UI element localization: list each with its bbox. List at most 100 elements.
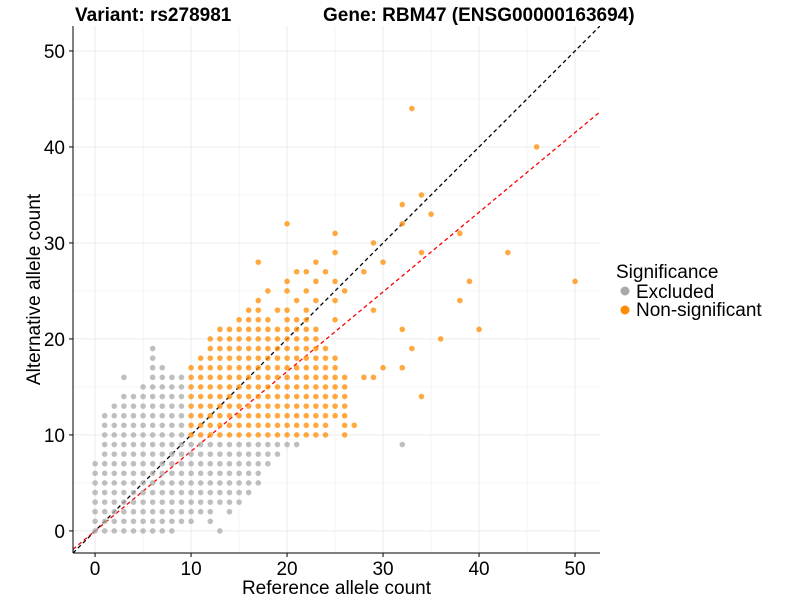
point-excluded [159,412,166,419]
fitted-line [73,111,600,550]
point-excluded [101,528,108,534]
point-excluded [178,441,185,448]
point-non-significant [236,384,242,390]
point-non-significant [332,364,338,371]
point-non-significant [428,211,434,217]
point-non-significant [274,384,281,390]
point-non-significant [255,326,262,333]
point-excluded [149,480,156,486]
point-non-significant [322,422,329,429]
point-non-significant [284,412,290,419]
point-non-significant [293,345,300,352]
point-non-significant [284,288,290,294]
point-non-significant [303,268,310,275]
point-non-significant [217,364,223,371]
point-excluded [121,518,127,525]
point-non-significant [293,336,300,342]
point-excluded [101,508,108,515]
x-tick-label: 30 [372,559,393,580]
point-non-significant [274,432,281,438]
y-tick-label: 20 [44,330,65,351]
point-excluded [92,508,98,515]
point-excluded [149,528,156,534]
point-non-significant [245,355,252,361]
point-excluded [121,403,127,409]
point-non-significant [207,336,214,342]
point-excluded [121,441,127,448]
point-non-significant [265,403,271,409]
point-non-significant [217,432,223,438]
point-non-significant [303,422,310,429]
point-non-significant [207,355,214,361]
point-excluded [159,374,166,381]
point-excluded [188,518,194,525]
point-non-significant [274,307,281,313]
point-non-significant [572,278,578,285]
point-excluded [101,441,108,448]
point-non-significant [274,326,281,333]
point-excluded [140,422,146,429]
point-non-significant [245,345,252,352]
point-non-significant [303,307,310,313]
x-tick-label: 20 [276,559,297,580]
point-excluded [130,412,137,419]
point-non-significant [303,374,310,381]
point-non-significant [341,288,348,294]
point-non-significant [293,316,300,323]
point-non-significant [217,393,223,400]
point-excluded [293,441,300,448]
point-non-significant [255,393,262,400]
point-excluded [188,470,194,477]
point-excluded [121,374,127,381]
point-excluded [169,528,175,534]
point-excluded [130,508,137,515]
point-excluded [236,489,242,496]
point-excluded [121,412,127,419]
point-non-significant [236,374,242,381]
point-non-significant [207,432,214,438]
point-excluded [178,384,185,390]
point-excluded [159,451,166,457]
point-excluded [188,480,194,486]
point-excluded [130,489,137,496]
point-excluded [111,480,118,486]
point-excluded [130,480,137,486]
point-excluded [111,499,118,505]
point-non-significant [284,307,290,313]
point-non-significant [207,422,214,429]
point-non-significant [284,374,290,381]
point-excluded [159,480,166,486]
legend-key-excluded [620,286,630,296]
point-excluded [236,441,242,448]
point-excluded [188,499,194,505]
point-excluded [169,489,175,496]
point-non-significant [284,432,290,438]
point-non-significant [197,432,204,438]
point-excluded [111,508,118,515]
point-excluded [178,451,185,457]
point-non-significant [217,384,223,390]
point-non-significant [399,364,406,371]
point-non-significant [255,364,262,371]
point-excluded [226,508,233,515]
point-non-significant [313,403,319,409]
point-excluded [159,364,166,371]
point-non-significant [332,230,338,237]
point-excluded [140,499,146,505]
point-non-significant [236,393,242,400]
point-non-significant [284,220,290,227]
legend: Significance Excluded Non-significant [616,262,762,321]
point-non-significant [313,326,319,333]
point-non-significant [217,403,223,409]
point-non-significant [322,268,329,275]
point-non-significant [457,297,463,304]
point-excluded [188,451,194,457]
point-non-significant [197,422,204,429]
point-excluded [178,470,185,477]
point-non-significant [322,412,329,419]
point-excluded [159,393,166,400]
x-tick-label: 0 [90,559,101,580]
point-non-significant [236,364,242,371]
point-excluded [92,480,98,486]
point-excluded [149,412,156,419]
